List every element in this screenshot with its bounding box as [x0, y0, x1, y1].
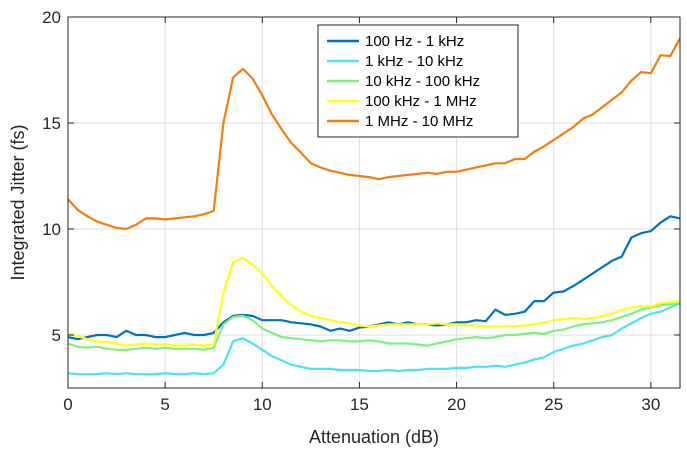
- legend-label: 1 MHz - 10 MHz: [365, 113, 473, 130]
- axis-ticks: 0 5 10 15 20 25 30 5 10 15 20: [42, 8, 680, 414]
- y-tick-label: 10: [42, 220, 61, 239]
- x-tick-label: 20: [447, 395, 466, 414]
- x-tick-label: 25: [544, 395, 563, 414]
- x-tick-label: 0: [63, 395, 72, 414]
- x-tick-label: 5: [160, 395, 169, 414]
- y-tick-label: 15: [42, 114, 61, 133]
- y-tick-label: 20: [42, 8, 61, 27]
- legend-label: 100 kHz - 1 MHz: [365, 93, 477, 110]
- series-line-4: [67, 256, 681, 347]
- series-line-3: [67, 301, 681, 351]
- series-layer: [67, 37, 681, 376]
- x-tick-label: 30: [641, 395, 660, 414]
- legend: 100 Hz - 1 kHz 1 kHz - 10 kHz 10 kHz - 100…: [317, 24, 519, 138]
- legend-label: 10 kHz - 100 kHz: [365, 73, 480, 90]
- x-axis-title: Attenuation (dB): [309, 427, 439, 447]
- legend-label: 100 Hz - 1 kHz: [365, 33, 464, 50]
- y-tick-label: 5: [52, 326, 61, 345]
- plot-frame: [67, 16, 681, 389]
- legend-label: 1 kHz - 10 kHz: [365, 53, 463, 70]
- series-line-5: [67, 37, 681, 231]
- x-tick-label: 10: [253, 395, 272, 414]
- y-axis-title: Integrated Jitter (fs): [8, 124, 28, 280]
- series-line-2: [67, 302, 681, 376]
- x-tick-label: 15: [350, 395, 369, 414]
